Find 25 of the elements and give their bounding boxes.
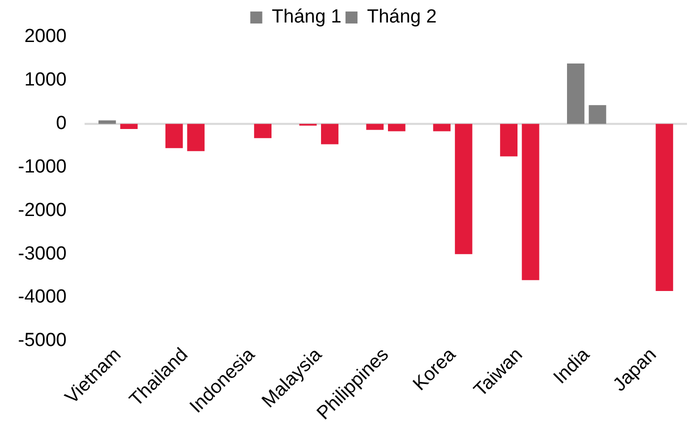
bar xyxy=(366,124,384,130)
bar xyxy=(187,124,205,152)
bar xyxy=(98,120,116,124)
bar xyxy=(433,124,451,132)
y-tick-label: -4000 xyxy=(18,286,67,308)
bar xyxy=(254,124,272,138)
y-tick-label: -3000 xyxy=(18,243,67,264)
bar xyxy=(321,124,338,144)
bar xyxy=(388,124,406,132)
y-tick-label: 0 xyxy=(56,113,67,134)
y-tick-label: -5000 xyxy=(18,330,67,352)
y-tick-label: -1000 xyxy=(18,156,67,178)
bar xyxy=(588,105,606,124)
legend-label: Tháng 2 xyxy=(367,6,437,28)
bar xyxy=(120,124,138,130)
bar xyxy=(567,63,584,124)
y-tick-label: 1000 xyxy=(24,70,67,91)
bar xyxy=(165,124,183,148)
bar xyxy=(454,124,472,254)
y-tick-label: 2000 xyxy=(24,26,67,48)
bar xyxy=(522,124,540,280)
legend-label: Tháng 1 xyxy=(272,6,342,28)
bar xyxy=(500,124,518,156)
y-tick-label: -2000 xyxy=(18,200,67,221)
bar xyxy=(656,124,674,291)
